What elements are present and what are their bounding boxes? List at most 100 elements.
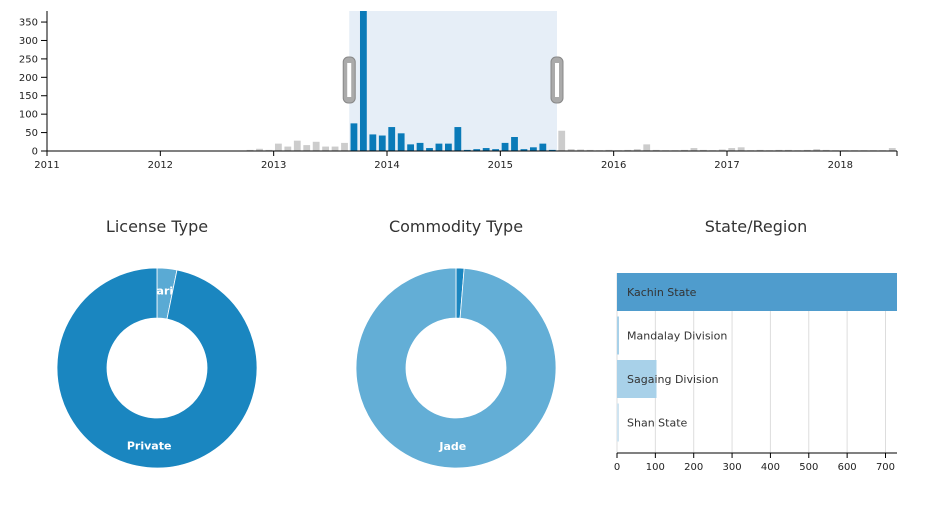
timeline-bar <box>293 140 301 151</box>
timeline-bar <box>492 149 500 151</box>
x-tick-label: 600 <box>838 462 857 473</box>
timeline-chart[interactable]: 0 50 100 150 200 250 300 350 2011 2012 2013 2014 201… <box>0 0 940 185</box>
brush-handle-notch <box>347 63 352 97</box>
timeline-bar <box>652 149 660 151</box>
state-bar[interactable] <box>617 403 619 442</box>
timeline-bar <box>463 149 471 151</box>
timeline-bar <box>246 149 254 151</box>
x-tick-label: 2017 <box>714 160 739 171</box>
timeline-bar <box>605 149 613 151</box>
x-tick-label: 300 <box>723 462 742 473</box>
y-tick-label: 350 <box>19 18 38 29</box>
timeline-bar <box>435 143 443 151</box>
commodity-type-title: Commodity Type <box>389 217 523 236</box>
timeline-bar <box>699 149 707 151</box>
x-tick-label: 400 <box>761 462 780 473</box>
y-tick-label: 150 <box>19 91 38 102</box>
state-bar-label: Sagaing Division <box>627 373 719 386</box>
timeline-bar <box>369 134 377 151</box>
timeline-bar <box>539 143 547 151</box>
brush-handle-notch <box>555 63 559 97</box>
timeline-bar <box>265 149 273 151</box>
y-tick-label: 0 <box>32 147 38 158</box>
timeline-bar <box>359 11 367 151</box>
timeline-bar <box>454 127 462 151</box>
state-bar-label: Shan State <box>627 417 688 430</box>
license-type-title: License Type <box>106 217 208 236</box>
timeline-bar <box>303 145 311 151</box>
y-tick-label: 50 <box>25 128 38 139</box>
donut-slice[interactable] <box>56 267 258 469</box>
timeline-bar <box>511 137 518 151</box>
timeline-bar <box>341 142 348 151</box>
x-tick-label: 2016 <box>601 160 626 171</box>
donut-slice-label: Jade <box>438 440 466 453</box>
timeline-bar <box>690 148 698 151</box>
state-bar-label: Mandalay Division <box>627 330 727 343</box>
state-region-rows: Kachin State Mandalay Division Sagaing Div… <box>614 273 897 473</box>
brush-handle-right[interactable] <box>550 56 564 104</box>
timeline-bar <box>501 142 509 151</box>
timeline-bar <box>520 149 528 151</box>
timeline-bar <box>331 146 339 151</box>
timeline-bar <box>728 148 736 151</box>
timeline-bar <box>784 149 792 151</box>
timeline-bar <box>888 148 896 151</box>
state-bar[interactable] <box>617 316 619 355</box>
y-tick-label: 100 <box>19 110 38 121</box>
timeline-bar <box>775 149 783 151</box>
timeline-bar <box>643 144 651 151</box>
y-tick-label: 300 <box>19 36 38 47</box>
timeline-bar <box>322 146 330 151</box>
timeline-bar <box>567 149 575 151</box>
timeline-bar <box>473 149 481 151</box>
x-tick-label: 2014 <box>374 160 399 171</box>
x-tick-label: 0 <box>614 462 620 473</box>
timeline-bar <box>416 142 424 151</box>
timeline-bar <box>529 147 537 151</box>
x-tick-label: 2018 <box>828 160 853 171</box>
timeline-bar <box>822 149 830 151</box>
timeline-bar <box>737 147 745 151</box>
timeline-bar <box>397 133 405 151</box>
timeline-bar <box>813 149 821 151</box>
timeline-bar <box>284 146 292 151</box>
donut-slice[interactable] <box>355 267 557 469</box>
x-tick-label: 2013 <box>261 160 286 171</box>
timeline-bar <box>274 143 282 151</box>
x-tick-label: 200 <box>684 462 703 473</box>
timeline-bar <box>577 149 585 151</box>
timeline-bar <box>350 123 358 151</box>
timeline-bar <box>407 144 415 151</box>
y-tick-label: 200 <box>19 73 38 84</box>
timeline-bar <box>558 130 566 151</box>
x-tick-label: 2012 <box>148 160 173 171</box>
timeline-bar <box>718 149 726 151</box>
x-tick-label: 100 <box>646 462 665 473</box>
x-tick-label: 2011 <box>34 160 59 171</box>
timeline-bar <box>312 141 320 151</box>
timeline-bar <box>756 149 764 151</box>
donut-slice-label: Private <box>127 440 172 453</box>
commodity-type-chart: Commodity Type Jade <box>355 217 557 469</box>
timeline-bar <box>256 148 263 151</box>
y-tick-label: 250 <box>19 54 38 65</box>
state-bar[interactable] <box>617 360 657 398</box>
timeline-bar <box>681 149 688 151</box>
timeline-bar <box>482 148 490 151</box>
timeline-bar <box>633 149 641 151</box>
state-bar-label: Kachin State <box>627 286 697 299</box>
timeline-bar <box>378 135 386 151</box>
timeline-bar <box>388 127 396 151</box>
x-tick-label: 700 <box>876 462 895 473</box>
commodity-type-donut: Jade <box>355 267 557 469</box>
timeline-bar <box>444 143 452 151</box>
state-region-title: State/Region <box>705 217 808 236</box>
brush-selection[interactable] <box>349 11 557 151</box>
brush-handle-left[interactable] <box>342 56 356 104</box>
x-tick-label: 500 <box>799 462 818 473</box>
state-bar[interactable] <box>617 273 897 311</box>
